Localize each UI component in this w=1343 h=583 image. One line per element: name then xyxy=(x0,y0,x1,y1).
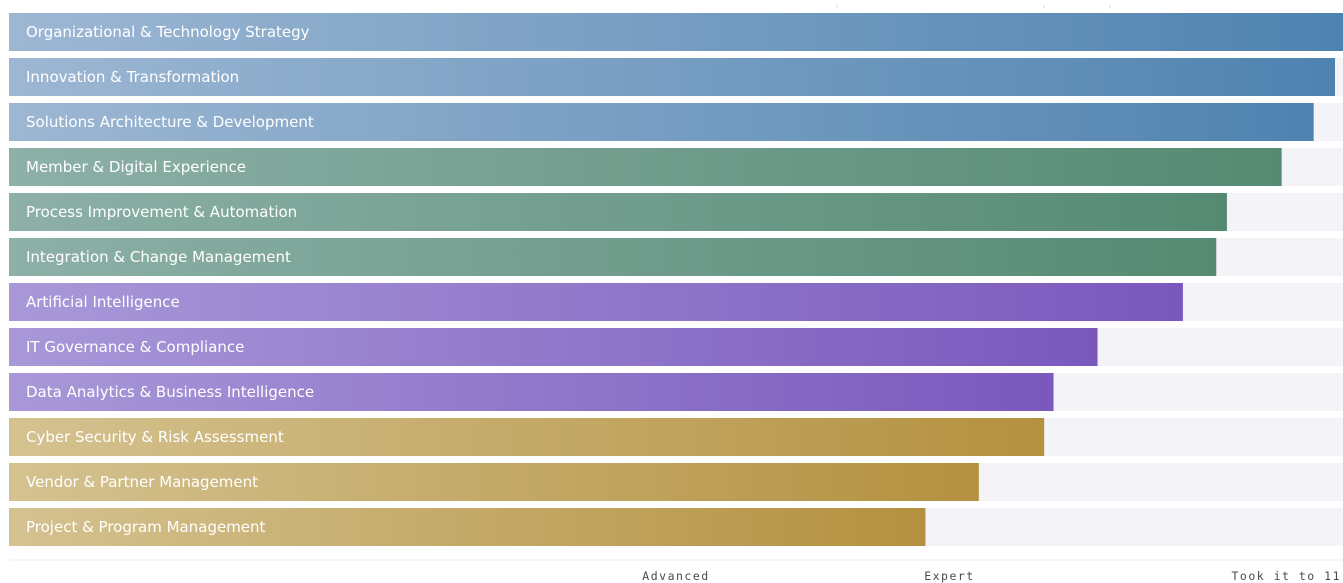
bar-10 xyxy=(9,463,979,501)
bar-6 xyxy=(9,283,1183,321)
bar-8 xyxy=(9,373,1054,411)
bar-4 xyxy=(9,193,1227,231)
bar-label: Organizational & Technology Strategy xyxy=(26,23,310,41)
bar-label: Artificial Intelligence xyxy=(26,293,180,311)
bar-0 xyxy=(9,13,1343,51)
bar-3 xyxy=(9,148,1282,186)
bar-label: IT Governance & Compliance xyxy=(26,338,244,356)
bar-label: Innovation & Transformation xyxy=(26,68,239,86)
bar-label: Member & Digital Experience xyxy=(26,158,246,176)
bar-9 xyxy=(9,418,1045,456)
bar-2 xyxy=(9,103,1314,141)
bar-7 xyxy=(9,328,1098,366)
bar-label: Data Analytics & Business Intelligence xyxy=(26,383,314,401)
bar-label: Process Improvement & Automation xyxy=(26,203,297,221)
bar-label: Integration & Change Management xyxy=(26,248,291,266)
bar-label: Cyber Security & Risk Assessment xyxy=(26,428,284,446)
bar-label: Solutions Architecture & Development xyxy=(26,113,314,131)
x-tick-mark xyxy=(836,5,838,8)
bar-1 xyxy=(9,58,1335,96)
x-tick-mark xyxy=(1043,5,1045,8)
x-tick-mark xyxy=(1109,5,1111,8)
x-tick-label: Took it to 11 xyxy=(1231,569,1341,583)
bar-11 xyxy=(9,508,926,546)
bar-label: Vendor & Partner Management xyxy=(26,473,258,491)
x-tick-label: Advanced xyxy=(642,569,709,583)
bar-5 xyxy=(9,238,1217,276)
x-tick-label: Expert xyxy=(924,569,975,583)
bar-label: Project & Program Management xyxy=(26,518,266,536)
